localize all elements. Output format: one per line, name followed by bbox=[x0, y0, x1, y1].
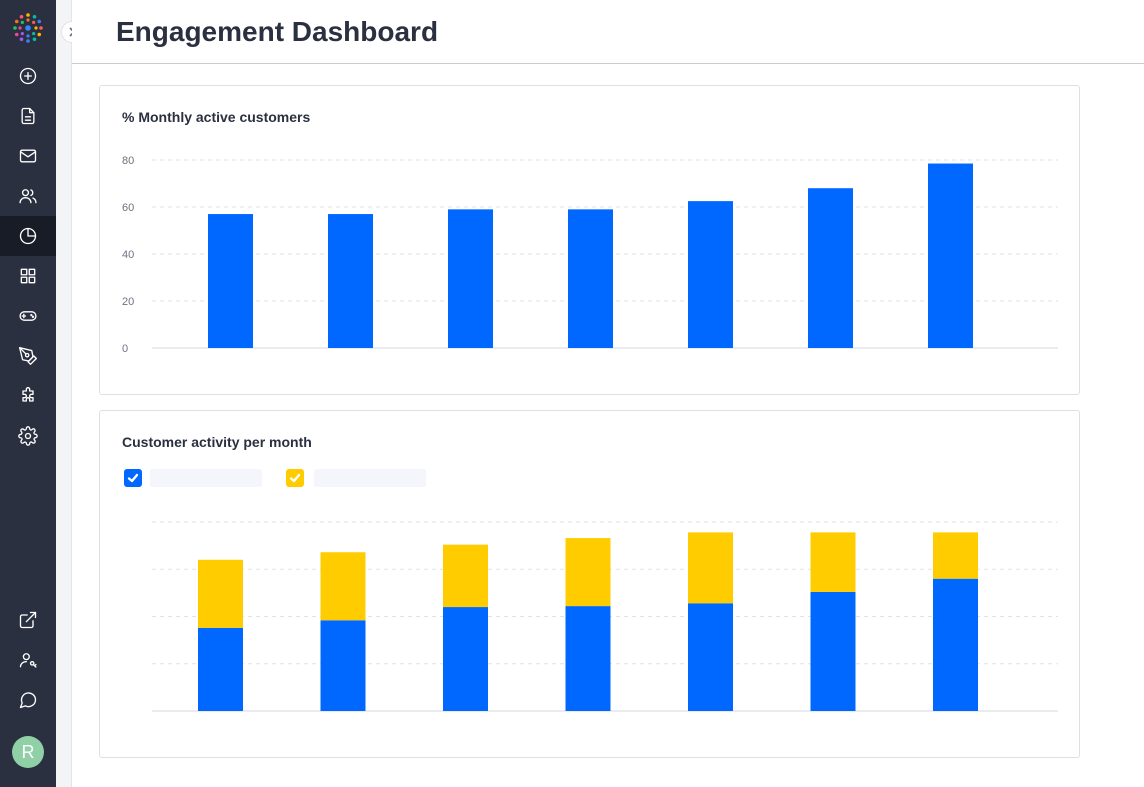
sidebar-item-mail[interactable] bbox=[0, 136, 56, 176]
card-title: Customer activity per month bbox=[122, 434, 312, 450]
users-icon bbox=[19, 189, 37, 204]
user-key-icon bbox=[19, 653, 37, 668]
monthly-active-card: % Monthly active customers 0 20 40 60 80 bbox=[99, 85, 1080, 395]
bar-segment-series-2 bbox=[320, 552, 366, 621]
sidebar-item-chat[interactable] bbox=[0, 680, 56, 720]
check-icon bbox=[127, 473, 139, 483]
sidebar-item-integrations[interactable] bbox=[0, 376, 56, 416]
sidebar-item-analytics[interactable] bbox=[0, 216, 56, 256]
bar-segment-series-1 bbox=[933, 578, 978, 711]
sidebar-gutter bbox=[56, 0, 72, 787]
bar-segment-series-2 bbox=[443, 544, 488, 608]
plus-circle-icon bbox=[19, 67, 37, 85]
bar bbox=[688, 201, 733, 348]
legend-checkbox[interactable] bbox=[124, 469, 142, 487]
puzzle-icon bbox=[22, 387, 34, 402]
legend-label bbox=[150, 469, 262, 487]
pen-tool-icon bbox=[19, 347, 37, 365]
sidebar-item-external[interactable] bbox=[0, 600, 56, 640]
y-tick-label: 80 bbox=[122, 155, 134, 167]
sidebar-item-apps[interactable] bbox=[0, 256, 56, 296]
y-tick-label: 60 bbox=[122, 202, 134, 214]
bar bbox=[328, 214, 373, 348]
gear-icon bbox=[18, 426, 38, 446]
bar-segment-series-1 bbox=[810, 591, 856, 711]
external-link-icon bbox=[19, 611, 37, 629]
bar-segment-series-2 bbox=[565, 538, 611, 607]
check-icon bbox=[289, 473, 301, 483]
sidebar-item-design[interactable] bbox=[0, 336, 56, 376]
bar bbox=[808, 188, 853, 348]
bar-segment-series-1 bbox=[688, 603, 733, 711]
pie-chart-icon bbox=[19, 227, 37, 245]
app-logo-icon[interactable] bbox=[12, 12, 44, 44]
monthly-active-chart: 0 20 40 60 80 bbox=[122, 155, 1058, 355]
sidebar-item-users[interactable] bbox=[0, 176, 56, 216]
bar-segment-series-2 bbox=[688, 532, 733, 604]
y-tick-label: 0 bbox=[122, 343, 128, 355]
document-icon bbox=[21, 107, 35, 125]
bar bbox=[568, 209, 613, 348]
card-title: % Monthly active customers bbox=[122, 109, 311, 125]
legend-checkbox[interactable] bbox=[286, 469, 304, 487]
y-tick-label: 20 bbox=[122, 296, 134, 308]
sidebar-item-documents[interactable] bbox=[0, 96, 56, 136]
activity-card: Customer activity per month bbox=[99, 410, 1080, 758]
sidebar-item-user-settings[interactable] bbox=[0, 640, 56, 680]
sidebar-item-settings[interactable] bbox=[0, 416, 56, 456]
bar-segment-series-2 bbox=[198, 559, 243, 628]
bar-segment-series-1 bbox=[320, 620, 366, 711]
chat-bubble-icon bbox=[19, 692, 37, 709]
sidebar-item-games[interactable] bbox=[0, 296, 56, 336]
y-tick-label: 40 bbox=[122, 249, 134, 261]
page-header: Engagement Dashboard bbox=[72, 0, 1144, 64]
bar bbox=[448, 209, 493, 348]
bar bbox=[208, 214, 253, 348]
grid-icon bbox=[20, 268, 36, 284]
bar bbox=[928, 163, 973, 348]
bar-segment-series-2 bbox=[810, 532, 856, 592]
bar-segment-series-1 bbox=[198, 627, 243, 711]
bar-segment-series-2 bbox=[933, 532, 978, 579]
sidebar-item-add[interactable] bbox=[0, 56, 56, 96]
page-title: Engagement Dashboard bbox=[116, 16, 439, 47]
sidebar: R bbox=[0, 0, 56, 787]
legend-label bbox=[314, 469, 426, 487]
avatar[interactable]: R bbox=[12, 736, 44, 768]
bar-segment-series-1 bbox=[565, 606, 611, 711]
activity-chart bbox=[152, 521, 1058, 712]
gamepad-icon bbox=[19, 311, 37, 321]
mail-icon bbox=[19, 149, 37, 163]
bar-segment-series-1 bbox=[443, 607, 488, 711]
